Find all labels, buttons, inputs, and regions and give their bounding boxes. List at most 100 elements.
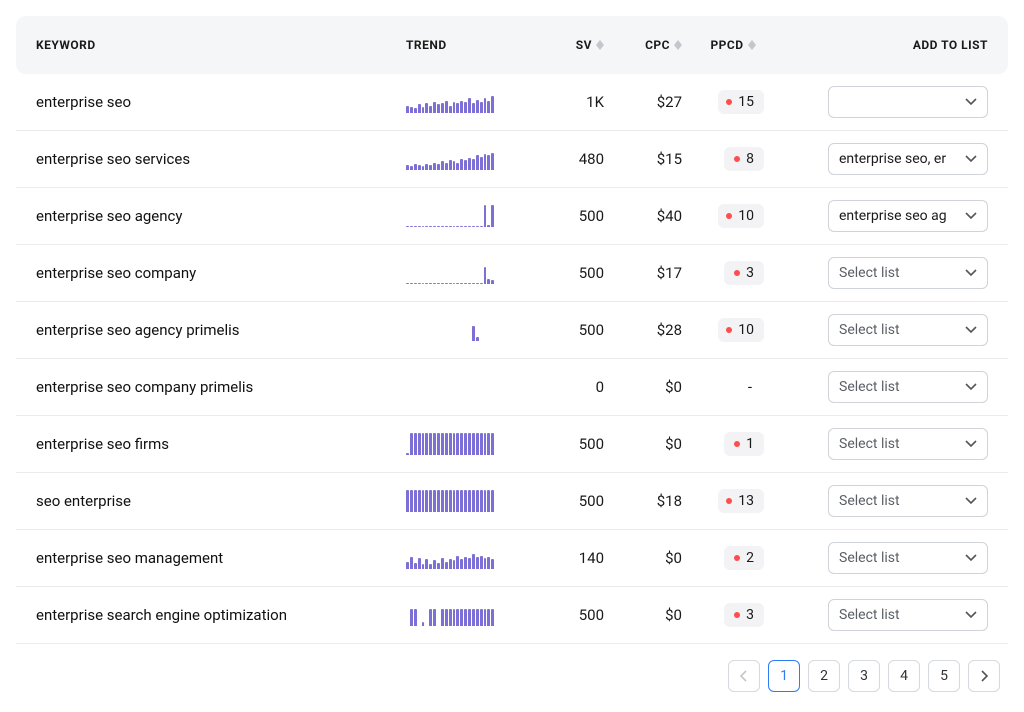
trend-sparkline — [406, 490, 494, 512]
trend-sparkline — [406, 547, 494, 569]
chevron-down-icon — [965, 94, 977, 110]
th-trend: TREND — [406, 38, 536, 52]
select-label: Select list — [839, 607, 900, 623]
ppcd-cell: 1 — [692, 432, 774, 456]
add-to-list-select[interactable]: Select list — [828, 599, 988, 631]
trend-cell — [406, 376, 536, 398]
keyword-cell: enterprise search engine optimization — [36, 606, 406, 624]
trend-cell — [406, 91, 536, 113]
keyword-cell: seo enterprise — [36, 492, 406, 510]
page-button-2[interactable]: 2 — [808, 660, 840, 692]
add-to-list-select[interactable]: Select list — [828, 542, 988, 574]
add-to-list-select[interactable]: Select list — [828, 371, 988, 403]
th-add-to-list: ADD TO LIST — [774, 38, 988, 52]
cpc-cell: $18 — [614, 492, 692, 510]
trend-cell — [406, 148, 536, 170]
ppcd-value: 10 — [738, 208, 754, 224]
add-to-list-select[interactable]: Select list — [828, 257, 988, 289]
table-body: enterprise seo1K$2715enterprise seo serv… — [16, 74, 1008, 644]
list-cell: Select list — [774, 257, 988, 289]
chevron-down-icon — [965, 151, 977, 167]
cpc-cell: $27 — [614, 93, 692, 111]
ppcd-dot-icon — [726, 99, 732, 105]
ppcd-badge: 10 — [718, 204, 764, 228]
select-label: Select list — [839, 265, 900, 281]
chevron-down-icon — [965, 265, 977, 281]
cpc-cell: $0 — [614, 378, 692, 396]
th-sv[interactable]: SV — [536, 38, 614, 52]
table-row: enterprise seo company primelis0$0-Selec… — [16, 359, 1008, 416]
trend-sparkline — [406, 433, 494, 455]
th-list-label: ADD TO LIST — [913, 38, 988, 52]
table-row: enterprise seo management140$02Select li… — [16, 530, 1008, 587]
trend-cell — [406, 604, 536, 626]
select-label: Select list — [839, 493, 900, 509]
sv-cell: 500 — [536, 264, 614, 282]
table-header: KEYWORD TREND SV CPC PPCD — [16, 16, 1008, 74]
sv-cell: 500 — [536, 435, 614, 453]
chevron-down-icon — [965, 379, 977, 395]
th-cpc-label: CPC — [645, 38, 670, 52]
add-to-list-select[interactable]: enterprise seo, er — [828, 143, 988, 175]
ppcd-cell: 2 — [692, 546, 774, 570]
ppcd-cell: - — [692, 378, 774, 396]
add-to-list-select[interactable]: Select list — [828, 314, 988, 346]
list-cell: enterprise seo, er — [774, 143, 988, 175]
add-to-list-select[interactable]: enterprise seo ag — [828, 200, 988, 232]
select-label: enterprise seo, er — [839, 151, 946, 167]
select-label: Select list — [839, 436, 900, 452]
th-keyword: KEYWORD — [36, 38, 406, 52]
page-button-3[interactable]: 3 — [848, 660, 880, 692]
chevron-down-icon — [965, 550, 977, 566]
trend-sparkline — [406, 205, 494, 227]
ppcd-cell: 3 — [692, 261, 774, 285]
table-row: enterprise seo agency500$4010enterprise … — [16, 188, 1008, 245]
page-button-1[interactable]: 1 — [768, 660, 800, 692]
select-label: Select list — [839, 322, 900, 338]
sv-cell: 480 — [536, 150, 614, 168]
chevron-down-icon — [965, 607, 977, 623]
ppcd-badge: 15 — [718, 90, 764, 114]
table-row: enterprise seo1K$2715 — [16, 74, 1008, 131]
list-cell: Select list — [774, 542, 988, 574]
th-cpc[interactable]: CPC — [614, 38, 692, 52]
add-to-list-select[interactable]: Select list — [828, 428, 988, 460]
page-numbers: 12345 — [768, 660, 960, 692]
trend-sparkline — [406, 319, 494, 341]
trend-cell — [406, 433, 536, 455]
ppcd-value: 1 — [746, 436, 754, 452]
ppcd-cell: 10 — [692, 318, 774, 342]
list-cell: Select list — [774, 314, 988, 346]
page-next-button[interactable] — [968, 660, 1000, 692]
chevron-right-icon — [980, 670, 988, 682]
cpc-cell: $17 — [614, 264, 692, 282]
ppcd-empty: - — [748, 378, 764, 396]
page-prev-button[interactable] — [728, 660, 760, 692]
chevron-down-icon — [965, 322, 977, 338]
page-button-4[interactable]: 4 — [888, 660, 920, 692]
trend-cell — [406, 319, 536, 341]
ppcd-value: 13 — [738, 493, 754, 509]
keyword-cell: enterprise seo services — [36, 150, 406, 168]
th-ppcd[interactable]: PPCD — [692, 38, 774, 52]
ppcd-badge: 1 — [724, 432, 764, 456]
keyword-cell: enterprise seo — [36, 93, 406, 111]
th-keyword-label: KEYWORD — [36, 38, 96, 52]
cpc-cell: $0 — [614, 435, 692, 453]
ppcd-value: 2 — [746, 550, 754, 566]
add-to-list-select[interactable]: Select list — [828, 485, 988, 517]
pagination: 12345 — [16, 644, 1008, 696]
trend-cell — [406, 205, 536, 227]
list-cell: Select list — [774, 371, 988, 403]
add-to-list-select[interactable] — [828, 86, 988, 118]
ppcd-dot-icon — [734, 270, 740, 276]
trend-cell — [406, 262, 536, 284]
sv-cell: 140 — [536, 549, 614, 567]
trend-sparkline — [406, 91, 494, 113]
ppcd-value: 3 — [746, 265, 754, 281]
th-ppcd-label: PPCD — [710, 38, 743, 52]
trend-sparkline — [406, 604, 494, 626]
keyword-cell: enterprise seo firms — [36, 435, 406, 453]
page-button-5[interactable]: 5 — [928, 660, 960, 692]
sort-icon — [596, 40, 604, 50]
